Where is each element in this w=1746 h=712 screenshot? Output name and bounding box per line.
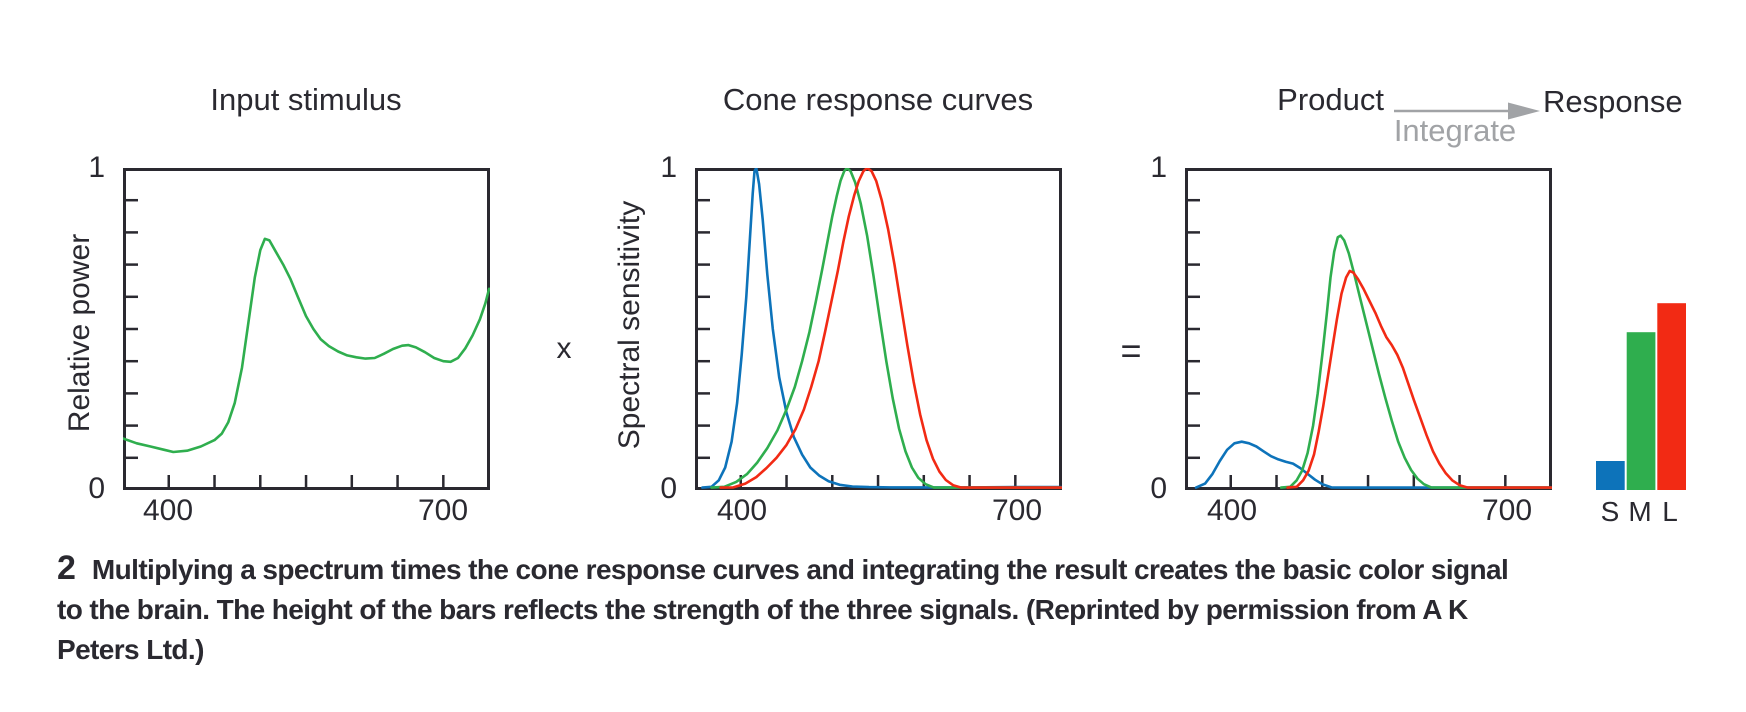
bar-label-l: L	[1662, 496, 1678, 527]
integrate-label: Integrate	[1393, 113, 1517, 148]
caption-line-1: Multiplying a spectrum times the cone re…	[91, 554, 1509, 585]
input-stimulus-chart	[123, 168, 490, 490]
bar-label-s: S	[1600, 496, 1620, 527]
panel1-ymax-label: 1	[88, 151, 105, 184]
panel2-y-axis-title: Spectral sensitivity	[613, 200, 646, 450]
caption-line-3: Peters Ltd.)	[57, 634, 204, 665]
panel1-xtick-400: 400	[142, 494, 194, 527]
panel2-ymax-label: 1	[660, 151, 677, 184]
equals-operator: =	[1120, 330, 1142, 371]
panel3-ymin-label: 0	[1150, 472, 1167, 505]
panel2-xtick-700: 700	[991, 494, 1043, 527]
panel1-title: Input stimulus	[210, 82, 402, 117]
panel1-ymin-label: 0	[88, 472, 105, 505]
multiply-operator: x	[556, 332, 572, 365]
panel2-xtick-400: 400	[716, 494, 768, 527]
panel2-title: Cone response curves	[722, 82, 1034, 117]
bar-label-m: M	[1628, 496, 1652, 527]
cone-response-chart	[695, 168, 1062, 490]
figure-caption: 2 Multiplying a spectrum times the cone r…	[57, 548, 1509, 670]
panel3-title-response: Response	[1543, 84, 1683, 119]
panel1-y-axis-title: Relative power	[63, 233, 96, 433]
caption-line-2: to the brain. The height of the bars ref…	[57, 594, 1468, 625]
figure-number: 2	[57, 549, 76, 587]
panel1-xtick-700: 700	[417, 494, 469, 527]
integrate-arrow-icon	[1394, 102, 1540, 120]
panel3-title-product: Product	[1277, 82, 1384, 117]
panel3-xtick-400: 400	[1206, 494, 1258, 527]
panel3-xtick-700: 700	[1481, 494, 1533, 527]
panel2-ymin-label: 0	[660, 472, 677, 505]
product-chart	[1185, 168, 1552, 490]
response-bar-chart	[1596, 303, 1686, 490]
panel3-ymax-label: 1	[1150, 151, 1167, 184]
